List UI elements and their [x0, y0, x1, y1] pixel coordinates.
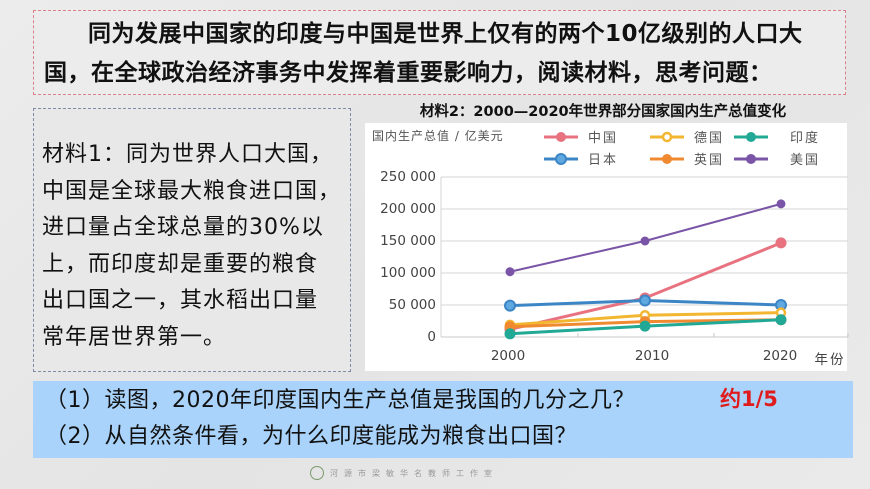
legend-item-uk: 英国 — [650, 149, 724, 168]
studio-logo-icon — [310, 466, 324, 480]
y-tick-label: 150 000 — [380, 233, 436, 249]
x-tick-label: 2010 — [634, 348, 670, 364]
intro-line-2: 国，在全球政治经济事务中发挥着重要影响力，阅读材料，思考问题： — [44, 60, 773, 86]
chart-legend: 中国 德国 印度 日本 英国 美国 — [540, 127, 840, 168]
x-tick-label: 2000 — [490, 348, 526, 364]
legend-item-china: 中国 — [544, 127, 618, 146]
material-1-line: 上，而印度却是重要的粮食 — [42, 251, 319, 277]
answer-1: 约1/5 — [720, 387, 778, 411]
legend-marker-icon — [544, 152, 578, 165]
legend-marker-icon — [734, 131, 768, 142]
y-tick-label: 50 000 — [388, 297, 436, 313]
question-2: （2）从自然条件看，为什么印度能成为粮食出口国？ — [45, 424, 577, 449]
legend-item-japan: 日本 — [544, 149, 618, 168]
material-1-line: 材料1：同为世界人口大国， — [42, 142, 333, 167]
footer: 河源市梁敏华名教师工作室 — [310, 466, 498, 480]
intro-line-1: 同为发展中国家的印度与中国是世界上仅有的两个10亿级别的人口大 — [88, 21, 803, 47]
y-tick-label: 0 — [427, 329, 436, 345]
legend-marker-icon — [544, 131, 578, 142]
y-tick-label: 250 000 — [380, 169, 436, 185]
material-1-line: 进口量占全球总量的30%以 — [42, 215, 324, 240]
legend-marker-icon — [734, 153, 768, 164]
y-axis-label: 国内生产总值 / 亿美元 — [372, 129, 504, 143]
footer-text: 河源市梁敏华名教师工作室 — [330, 468, 498, 478]
material-1-line: 常年居世界第一。 — [42, 324, 227, 350]
legend-item-germany: 德国 — [650, 127, 724, 146]
legend-marker-icon — [650, 131, 684, 142]
x-tick-label: 2020 — [762, 348, 798, 364]
legend-marker-icon — [650, 153, 684, 164]
questions-box: （1）读图，2020年印度国内生产总值是我国的几分之几？ （2）从自然条件看，为… — [33, 381, 853, 458]
material-1-line: 出口国之一，其水稻出口量 — [42, 288, 319, 313]
material-1-line: 中国是全球最大粮食进口国， — [42, 178, 342, 204]
material-1-box: 材料1：同为世界人口大国， 中国是全球最大粮食进口国， 进口量占全球总量的30%… — [33, 108, 351, 372]
question-1: （1）读图，2020年印度国内生产总值是我国的几分之几？ — [45, 388, 635, 413]
legend-item-india: 印度 — [734, 127, 820, 146]
x-axis-label: 年份 — [814, 352, 846, 368]
chart-title: 材料2：2000—2020年世界部分国家国内生产总值变化 — [419, 104, 787, 120]
y-tick-label: 100 000 — [380, 265, 436, 281]
legend-item-usa: 美国 — [734, 149, 820, 168]
intro-text-box: 同为发展中国家的印度与中国是世界上仅有的两个10亿级别的人口大 国，在全球政治经… — [33, 10, 846, 95]
y-tick-label: 200 000 — [380, 201, 436, 217]
